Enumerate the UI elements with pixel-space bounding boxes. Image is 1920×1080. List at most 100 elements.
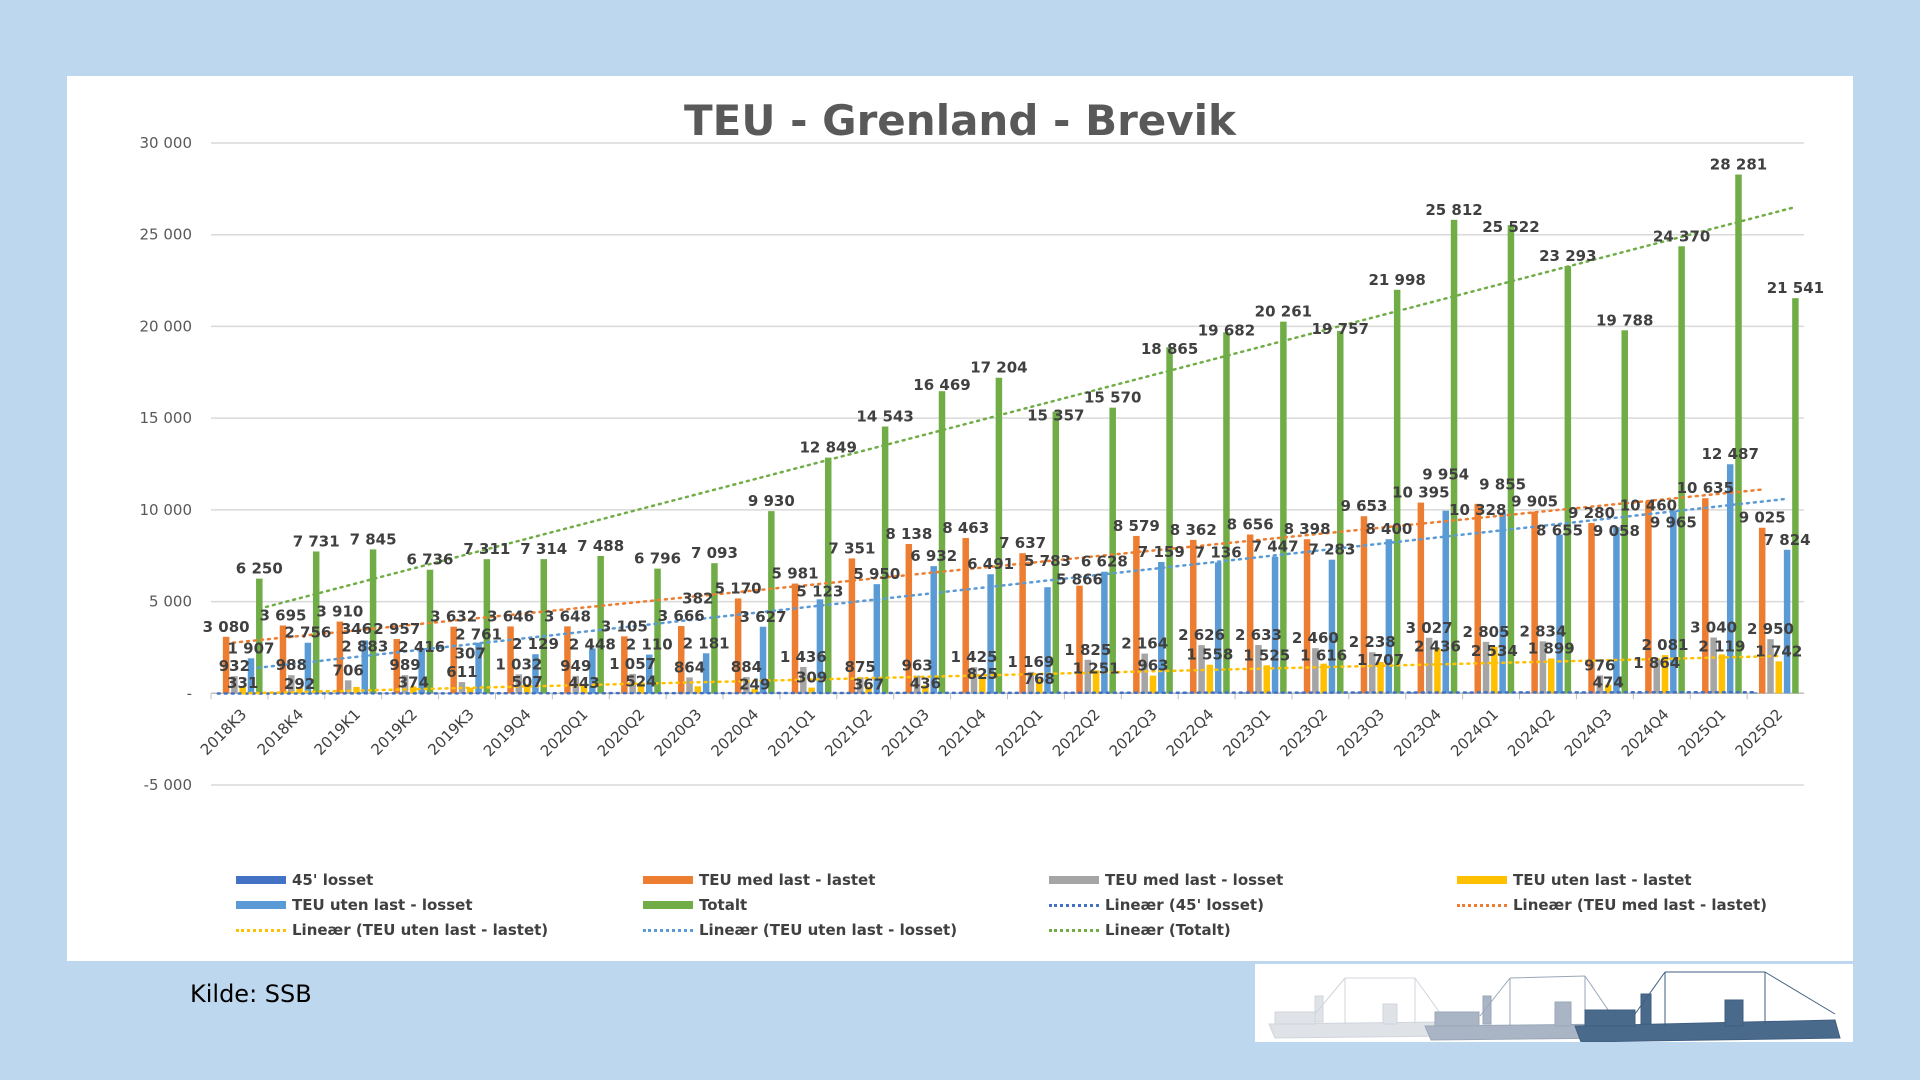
- ship-mid: [1424, 975, 1618, 1041]
- source-note: Kilde: SSB: [190, 980, 312, 1008]
- legend-swatch: [643, 876, 693, 884]
- bar-totalt: [1735, 174, 1742, 694]
- bar-teu-med-last-lastet: [621, 636, 628, 694]
- data-label: 8 656: [1227, 516, 1274, 534]
- legend-swatch: [1457, 876, 1507, 884]
- bar-teu-uten-last-lastet: [979, 678, 986, 694]
- bar-teu-uten-last-losset: [1271, 556, 1279, 694]
- bar-teu-med-last-lastet: [1417, 502, 1425, 694]
- bar-teu-med-last-lastet: [1360, 516, 1368, 694]
- bar-teu-med-last-losset: [515, 674, 523, 694]
- bar-teu-med-last-losset: [1312, 648, 1319, 694]
- legend-label: TEU med last - losset: [1105, 871, 1284, 889]
- bar-totalt: [1337, 330, 1344, 694]
- data-label: 2 950: [1747, 620, 1794, 638]
- data-label: 3 080: [203, 618, 250, 636]
- data-label: 16 469: [913, 376, 970, 394]
- legend-item: TEU med last - losset: [1049, 871, 1283, 889]
- data-label: 7 488: [577, 537, 624, 555]
- legend-label: TEU uten last - losset: [292, 896, 473, 914]
- legend-label: TEU med last - lastet: [699, 871, 876, 889]
- bar-teu-uten-last-lastet: [1320, 663, 1327, 694]
- data-label: 6 932: [910, 547, 957, 565]
- data-label: 25 812: [1425, 201, 1482, 219]
- bar-totalt: [1166, 347, 1173, 694]
- data-label: 1 558: [1186, 646, 1233, 664]
- bar-teu-med-last-losset: [1596, 675, 1604, 694]
- bar-teu-med-last-losset: [629, 673, 636, 694]
- bar-teu-uten-last-losset: [1328, 559, 1336, 694]
- y-tick-label: 15 000: [140, 409, 193, 427]
- bar-teu-uten-last-lastet: [1377, 661, 1384, 694]
- bar-teu-uten-last-lastet: [239, 687, 246, 694]
- data-label: 443: [568, 674, 599, 692]
- bar-totalt: [256, 578, 263, 694]
- bar-teu-med-last-lastet: [1758, 527, 1766, 694]
- bar-totalt: [768, 511, 775, 694]
- data-label: 7 637: [999, 534, 1046, 552]
- legend-item: Lineær (45' losset): [1049, 896, 1264, 914]
- data-label: 10 328: [1449, 501, 1506, 519]
- data-label: 15 357: [1027, 407, 1084, 425]
- trendline-teu-uten-last-lastet: [241, 654, 1781, 695]
- bar-45-losset: [1409, 692, 1416, 694]
- data-label: 9 025: [1739, 509, 1786, 527]
- legend-item: Lineær (TEU uten last - lastet): [236, 921, 548, 939]
- y-tick-label: 30 000: [140, 134, 193, 152]
- data-label: 3 910: [316, 603, 363, 621]
- data-label: 436: [910, 674, 941, 692]
- data-label: 6 736: [406, 551, 453, 569]
- bar-teu-uten-last-lastet: [1604, 684, 1612, 694]
- data-label: 6 796: [634, 550, 681, 568]
- data-label: 1 864: [1633, 654, 1680, 672]
- ship-light: [1268, 977, 1448, 1039]
- bar-teu-med-last-lastet: [1246, 534, 1254, 694]
- data-label: 7 731: [293, 532, 340, 550]
- bar-teu-uten-last-lastet: [1434, 648, 1441, 694]
- data-label: 24 370: [1653, 227, 1710, 245]
- bar-teu-med-last-losset: [1653, 659, 1660, 694]
- legend-item: TEU med last - lastet: [643, 871, 875, 889]
- bar-totalt: [1792, 298, 1799, 694]
- data-label: 7 351: [828, 539, 875, 557]
- bar-totalt: [995, 377, 1003, 694]
- legend-item: Totalt: [643, 896, 747, 914]
- bar-teu-med-last-losset: [572, 675, 580, 694]
- data-label: 949: [560, 657, 591, 675]
- bar-teu-uten-last-lastet: [694, 686, 702, 694]
- chart-title: TEU - Grenland - Brevik: [684, 96, 1236, 145]
- x-tick-label: 2023Q3: [1333, 705, 1388, 760]
- data-label: 21 998: [1368, 271, 1425, 289]
- x-tick-label: 2025Q2: [1732, 705, 1787, 760]
- data-label: 1 907: [228, 639, 275, 657]
- x-tick-label: 2021Q3: [878, 705, 933, 760]
- bar-teu-med-last-lastet: [279, 625, 287, 694]
- bar-teu-uten-last-lastet: [1149, 675, 1157, 694]
- bar-teu-uten-last-losset: [1044, 587, 1051, 694]
- data-label: 5 866: [1056, 571, 1103, 589]
- data-label: 507: [512, 673, 543, 691]
- x-tick-label: 2019K3: [424, 705, 477, 758]
- data-label: 9 930: [748, 492, 795, 510]
- data-label: 2 883: [341, 637, 388, 655]
- bar-teu-med-last-lastet: [1645, 501, 1652, 694]
- data-label: 611: [446, 663, 477, 681]
- bar-teu-med-last-lastet: [1303, 539, 1311, 694]
- data-label: 14 543: [856, 408, 913, 426]
- data-label: 28 281: [1710, 156, 1767, 174]
- legend-label: Lineær (TEU uten last - losset): [699, 921, 958, 939]
- bar-teu-med-last-losset: [1482, 641, 1490, 694]
- data-label: 1 032: [495, 655, 542, 673]
- legend-item: TEU uten last - lastet: [1457, 871, 1692, 889]
- data-label: 2 110: [626, 636, 673, 654]
- data-label: 7 093: [691, 544, 738, 562]
- data-label: 2 534: [1471, 642, 1518, 660]
- data-label: 8 655: [1536, 522, 1583, 540]
- bar-teu-uten-last-losset: [304, 642, 312, 694]
- bar-teu-med-last-lastet: [393, 639, 401, 694]
- bar-teu-med-last-losset: [288, 675, 295, 694]
- bar-teu-uten-last-lastet: [1718, 654, 1726, 694]
- bar-teu-med-last-losset: [1425, 637, 1433, 694]
- data-label: 5 783: [1024, 552, 1071, 570]
- data-label: 2 129: [512, 635, 559, 653]
